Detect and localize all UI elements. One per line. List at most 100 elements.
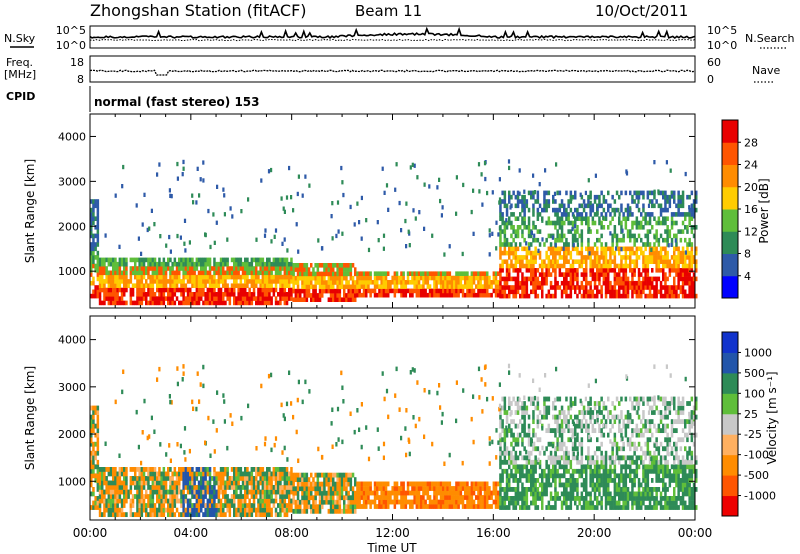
power-cell: [136, 270, 139, 276]
power-cell: [116, 283, 119, 288]
velocity-cell: [439, 495, 443, 500]
velocity-cell: [112, 476, 115, 481]
power-cell: [283, 300, 287, 306]
power-cell: [580, 212, 584, 217]
power-cell: [530, 233, 533, 239]
power-cell: [503, 199, 507, 204]
power-cell: [558, 268, 562, 273]
velocity-cell: [521, 437, 524, 443]
power-cell: [681, 220, 685, 226]
power-cell: [629, 268, 632, 273]
velocity-cell: [501, 505, 504, 510]
velocity-cell: [217, 494, 221, 499]
power-cell: [571, 233, 575, 239]
velocity-cell: [314, 490, 317, 496]
velocity-cell: [336, 499, 339, 505]
power-cell: [567, 216, 570, 221]
power-cell: [164, 274, 168, 280]
velocity-cell: [349, 486, 353, 492]
power-cell: [690, 255, 694, 260]
velocity-cell: [505, 478, 509, 483]
power-cell: [216, 184, 219, 189]
velocity-cell: [261, 507, 265, 513]
velocity-cell: [428, 499, 432, 505]
power-cell: [237, 283, 240, 288]
power-cell: [428, 275, 432, 281]
velocity-cell: [252, 476, 256, 481]
power-cell: [640, 272, 643, 277]
velocity-cell: [538, 450, 542, 456]
power-cell: [98, 279, 102, 284]
velocity-cell: [530, 459, 533, 465]
power-cell: [90, 246, 93, 252]
power-cell: [565, 212, 568, 217]
power-cell: [591, 276, 595, 282]
power-cell: [543, 194, 546, 200]
velocity-cell: [255, 507, 258, 513]
power-cell: [499, 250, 502, 256]
power-cell: [226, 292, 229, 297]
velocity-cell: [402, 499, 405, 505]
power-cell: [642, 263, 645, 269]
power-cell: [692, 259, 696, 264]
velocity-cell: [134, 485, 137, 490]
power-cell: [570, 196, 573, 201]
velocity-cell: [145, 512, 148, 518]
power-cell: [692, 225, 696, 230]
velocity-cell: [268, 467, 271, 472]
power-cell: [281, 241, 284, 246]
power-cell: [387, 284, 390, 289]
power-cell: [365, 280, 368, 285]
power-cell: [107, 257, 111, 263]
power-cell: [123, 257, 126, 263]
velocity-cell: [206, 512, 210, 518]
velocity-cell: [516, 496, 520, 501]
power-cell: [274, 279, 278, 284]
power-cell: [516, 203, 520, 209]
power-cell: [554, 280, 557, 286]
power-cell: [585, 289, 588, 295]
velocity-cell: [332, 481, 335, 487]
power-cell: [310, 263, 313, 268]
velocity-cell: [233, 512, 236, 518]
velocity-cell: [340, 486, 344, 492]
power-cell: [255, 270, 258, 276]
power-cell: [382, 233, 386, 238]
power-cell: [527, 207, 531, 213]
power-cell: [613, 255, 617, 260]
velocity-cell: [92, 459, 95, 465]
velocity-cell: [197, 480, 201, 486]
power-cell: [604, 280, 608, 286]
velocity-cell: [233, 480, 236, 486]
power-cell: [114, 257, 117, 263]
velocity-cell: [151, 467, 155, 472]
velocity-cell: [332, 504, 335, 510]
velocity-cell: [285, 512, 289, 518]
power-cell: [633, 190, 636, 196]
power-cell: [303, 275, 306, 281]
velocity-cell: [270, 494, 273, 499]
power-cell: [633, 285, 636, 290]
velocity-cell: [226, 476, 229, 481]
power-cell: [477, 162, 481, 167]
power-cell: [347, 288, 350, 294]
power-cell: [574, 272, 577, 277]
power-cell: [349, 275, 353, 281]
power-cell: [347, 280, 350, 285]
power-cell: [534, 250, 537, 256]
power-scatter-cells: [90, 159, 698, 306]
velocity-cell: [534, 468, 537, 474]
velocity-cell: [472, 504, 476, 509]
velocity-cell: [244, 507, 247, 513]
power-cell: [695, 268, 698, 273]
power-cell: [499, 268, 502, 273]
velocity-cell: [215, 512, 218, 518]
velocity-cell: [268, 494, 271, 499]
power-cell: [497, 292, 500, 298]
velocity-cell: [266, 489, 269, 495]
power-cell: [508, 250, 511, 256]
velocity-cell: [158, 489, 161, 495]
velocity-cell: [261, 480, 265, 486]
velocity-cell: [149, 467, 152, 472]
velocity-cell: [492, 499, 496, 505]
